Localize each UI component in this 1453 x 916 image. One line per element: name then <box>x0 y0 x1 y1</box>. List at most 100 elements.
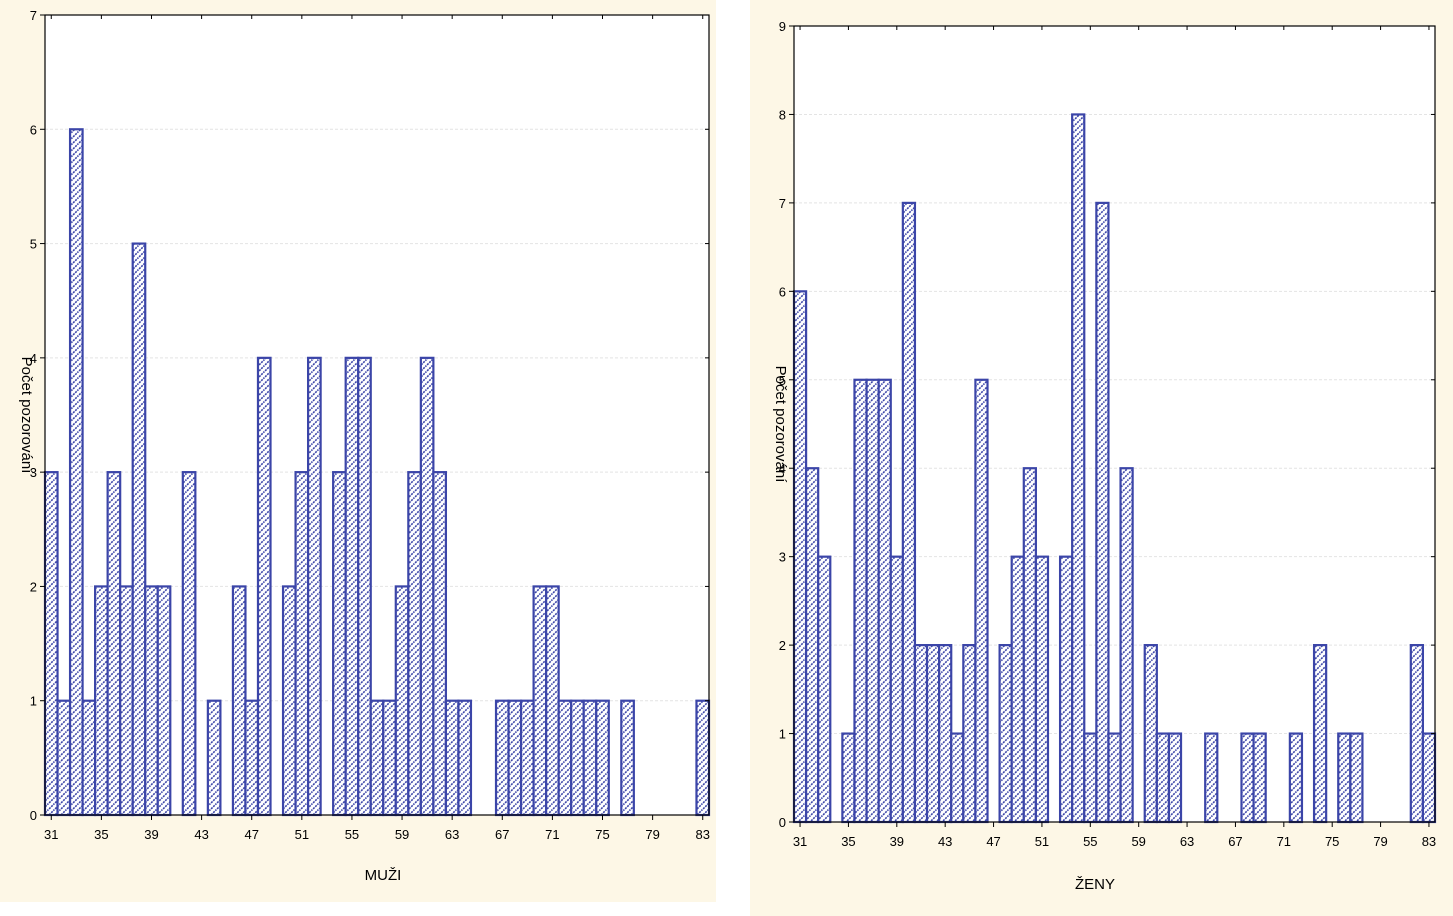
x-tick-label: 71 <box>545 827 559 842</box>
x-tick-label: 55 <box>345 827 359 842</box>
histogram-bar <box>144 585 159 817</box>
histogram-bar <box>56 699 72 817</box>
histogram-bar <box>357 356 372 817</box>
y-tick-label: 4 <box>30 351 37 366</box>
histogram-bar <box>1119 467 1134 824</box>
x-tick-label: 55 <box>1083 834 1097 849</box>
x-tick-label: 79 <box>645 827 659 842</box>
histogram-bar <box>94 585 109 817</box>
histogram-bar <box>1083 732 1098 824</box>
chart-panel-men: 0 1 2 3 4 5 6 7 31 35 39 43 47 51 55 59 63 67 71 75 79 83 MUŽI… <box>0 0 716 902</box>
histogram-bar <box>1349 732 1364 824</box>
histogram-bar <box>595 699 610 817</box>
histogram-bar <box>817 555 832 824</box>
histogram-bar <box>1034 555 1050 824</box>
x-tick-label: 59 <box>1131 834 1145 849</box>
histogram-bar <box>131 242 147 817</box>
x-tick-label: 83 <box>696 827 710 842</box>
histogram-bar <box>1312 644 1328 824</box>
histogram-bar <box>369 699 385 817</box>
y-tick-label: 2 <box>779 638 786 653</box>
histogram-bar <box>545 585 560 817</box>
y-tick-label: 0 <box>30 808 37 823</box>
x-tick-label: 59 <box>395 827 409 842</box>
histogram-bar <box>206 699 222 817</box>
histogram-bar <box>432 471 448 817</box>
y-tick-label: 3 <box>779 550 786 565</box>
x-tick-label: 47 <box>986 834 1000 849</box>
histogram-bar <box>81 699 97 817</box>
histogram-bar <box>156 585 172 817</box>
x-tick-label: 67 <box>1228 834 1242 849</box>
x-tick-label: 31 <box>793 834 807 849</box>
histogram-bar <box>181 471 197 817</box>
x-tick-label: 43 <box>194 827 208 842</box>
histogram-bar <box>1095 201 1110 824</box>
histogram-bar <box>407 471 422 817</box>
histogram-bar <box>877 378 892 824</box>
histogram-bar <box>119 585 134 817</box>
histogram-bar <box>1421 732 1437 824</box>
histogram-bar <box>1204 732 1219 824</box>
histogram-bar <box>695 699 711 817</box>
histogram-bar <box>913 644 929 824</box>
histogram-bar <box>1155 732 1171 824</box>
y-axis-title: Počet pozorování <box>772 366 789 484</box>
plot-frame <box>793 25 1436 823</box>
histogram-bar <box>1288 732 1304 824</box>
y-tick-label: 3 <box>30 465 37 480</box>
y-axis-title: Počet pozorování <box>18 357 35 475</box>
x-tick-label: 51 <box>295 827 309 842</box>
y-tick-label: 7 <box>779 196 786 211</box>
x-tick-label: 75 <box>1325 834 1339 849</box>
histogram-bar <box>841 732 856 824</box>
histogram-bar <box>106 471 122 817</box>
y-tick-label: 2 <box>30 579 37 594</box>
chart-panel-women: 0 1 2 3 4 5 6 7 8 9 31 35 39 43 47 51 55 59 63 67 71 75 79 83 ŽE… <box>750 0 1453 916</box>
histogram-bar <box>1252 732 1267 824</box>
x-tick-label: 43 <box>938 834 952 849</box>
y-tick-label: 7 <box>30 8 37 23</box>
histogram-bar <box>792 290 808 824</box>
x-tick-label: 31 <box>44 827 58 842</box>
histogram-bar <box>620 699 635 817</box>
x-tick-label: 75 <box>595 827 609 842</box>
x-tick-label: 35 <box>94 827 108 842</box>
histogram-bar <box>444 699 460 817</box>
histogram-bar <box>925 644 941 824</box>
histogram-bar <box>332 471 347 817</box>
histogram-bar <box>1022 467 1037 824</box>
x-tick-label: 51 <box>1035 834 1049 849</box>
histogram-bar <box>457 699 473 817</box>
histogram-bar <box>244 699 260 817</box>
x-tick-label: 67 <box>495 827 509 842</box>
plot-frame <box>44 14 710 816</box>
histogram-bar <box>582 699 598 817</box>
y-tick-label: 6 <box>30 122 37 137</box>
histogram-bar <box>1058 555 1074 824</box>
histogram-bar <box>394 585 410 817</box>
histogram-bar <box>43 471 59 817</box>
x-tick-label: 63 <box>1180 834 1194 849</box>
histogram-bar <box>306 356 322 817</box>
histogram-bar <box>1107 732 1122 824</box>
histogram-bar <box>1143 644 1158 824</box>
histogram-bar <box>1240 732 1255 824</box>
histogram-bar <box>532 585 548 817</box>
x-tick-label: 35 <box>841 834 855 849</box>
histogram-bar <box>901 201 917 824</box>
histogram-bar <box>281 585 297 817</box>
histogram-bar <box>494 699 510 817</box>
histogram-bar <box>865 378 880 824</box>
histogram-bar <box>419 356 435 817</box>
histogram-bar <box>1167 732 1183 824</box>
histogram-bar <box>507 699 523 817</box>
histogram-bar <box>231 585 247 817</box>
histogram-bar <box>998 644 1013 824</box>
histogram-bar <box>344 356 360 817</box>
histogram-bar <box>889 555 904 824</box>
x-tick-label: 47 <box>244 827 258 842</box>
